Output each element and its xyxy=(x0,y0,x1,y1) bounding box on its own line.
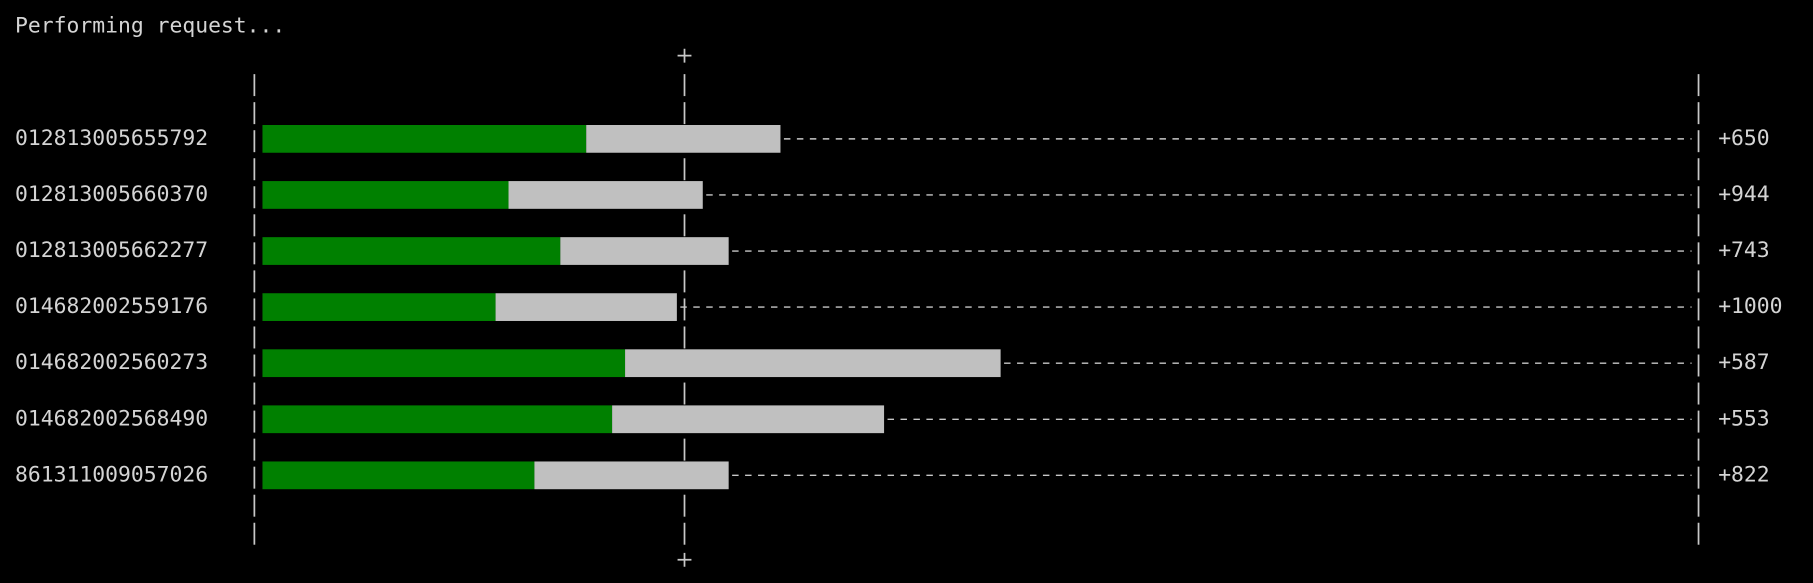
row-id: 012813005655792 xyxy=(15,126,208,151)
row-id: 012813005662277 xyxy=(15,238,208,263)
row-id: 014682002559176 xyxy=(15,294,208,319)
row-label: +743 xyxy=(1718,238,1769,263)
green-segment xyxy=(262,461,535,490)
gray-segment xyxy=(612,405,885,434)
row-id: 012813005660370 xyxy=(15,182,208,207)
row-label: +944 xyxy=(1718,182,1769,207)
green-segment xyxy=(262,237,561,265)
gray-segment xyxy=(586,125,781,153)
gray-segment xyxy=(625,349,1001,378)
gray-segment xyxy=(534,461,729,490)
green-segment xyxy=(262,181,509,209)
row-label: +650 xyxy=(1718,126,1769,151)
row-id: 861311009057026 xyxy=(15,462,208,487)
gray-segment xyxy=(508,181,703,209)
row-label: +822 xyxy=(1718,462,1769,487)
green-segment xyxy=(262,405,613,434)
row-id: 014682002560273 xyxy=(15,350,208,375)
green-segment xyxy=(262,349,626,378)
green-segment xyxy=(262,125,587,153)
row-label: +587 xyxy=(1718,350,1769,375)
status-line: Performing request... xyxy=(15,14,285,39)
gray-segment xyxy=(495,293,677,321)
green-segment xyxy=(262,293,496,321)
gray-segment xyxy=(560,237,729,265)
center-marker xyxy=(677,48,692,567)
row-label: +1000 xyxy=(1718,294,1782,319)
row-label: +553 xyxy=(1718,406,1769,431)
row-id: 014682002568490 xyxy=(15,406,208,431)
